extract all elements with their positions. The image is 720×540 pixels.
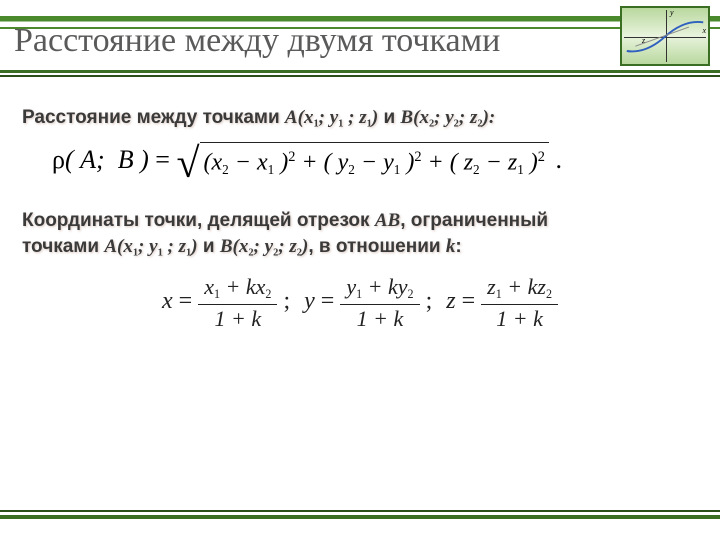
p1-B: B — [400, 107, 413, 128]
p1-Bcoords: (x2; y2; z2): — [413, 107, 495, 128]
p2-k: k — [446, 236, 456, 257]
fy-num: y1 + ky2 — [340, 274, 419, 304]
dist-B: B — [118, 145, 134, 175]
y1: y — [383, 149, 394, 175]
fx-var: x — [162, 289, 173, 315]
header-underline-1 — [0, 70, 720, 73]
p2-Bc: (x2; y2; z2) — [233, 236, 309, 257]
dist-A: A — [80, 145, 96, 175]
distance-formula: ρ( A; B ) = √ (x2 − x1 )2 + ( y2 − y1 )2… — [22, 142, 698, 178]
paragraph-2: Координаты точки, делящей отрезок AB, ог… — [22, 208, 698, 260]
z1s: 1 — [517, 162, 524, 177]
sqrt-body: (x2 − x1 )2 + ( y2 − y1 )2 + ( z2 − z1 )… — [200, 142, 549, 178]
p2-AB: AB — [375, 210, 400, 231]
fy-frac: y1 + ky2 1 + k — [340, 274, 419, 331]
y1s: 1 — [394, 162, 401, 177]
content-area: Расстояние между точками A(x1; y1 ; z1) … — [22, 105, 698, 358]
bottom-thin — [0, 510, 720, 512]
y2s: 2 — [348, 162, 355, 177]
fy-semi: ; — [426, 289, 433, 315]
fx-num: x1 + kx2 — [198, 274, 277, 304]
fx-frac: x1 + kx2 1 + k — [198, 274, 277, 331]
p2-l1a: Координаты точки, делящей отрезок — [22, 210, 375, 231]
lp: ( — [65, 145, 74, 175]
graph-curve — [622, 8, 708, 65]
z1: z — [508, 149, 517, 175]
p1: 2 — [288, 149, 295, 165]
bottom-bar — [0, 510, 720, 528]
fz: z = z1 + kz2 1 + k — [446, 274, 558, 331]
dist-semi: ; — [96, 145, 105, 175]
graph-z-label: z — [642, 36, 645, 45]
graph-x-label: x — [702, 26, 706, 35]
p2: 2 — [414, 149, 421, 165]
p2-l2b: , в отношении — [308, 236, 446, 257]
bottom-thick — [0, 515, 720, 519]
graph-y-label: y — [670, 8, 674, 17]
header-underline-2 — [0, 75, 720, 77]
fy: y = y1 + ky2 1 + k ; — [304, 274, 432, 331]
dist-dot: . — [555, 145, 562, 175]
corner-3d-graph: x y z — [620, 6, 710, 66]
p2-l1b: , ограниченный — [400, 210, 548, 231]
p2-A: A — [104, 236, 117, 257]
page-title: Расстояние между двумя точками — [14, 22, 500, 60]
fx-semi: ; — [283, 289, 290, 315]
fx-den: 1 + k — [209, 305, 268, 332]
p2-colon: : — [455, 236, 461, 257]
fraction-formulas: x = x1 + kx2 1 + k ; y = y1 + ky2 1 + k … — [22, 274, 698, 331]
fy-eq: = — [321, 289, 335, 315]
paragraph-1: Расстояние между точками A(x1; y1 ; z1) … — [22, 105, 698, 132]
p2-Ac: (x1; y1 ; z1) — [117, 236, 198, 257]
p2-l2a: точками — [22, 236, 104, 257]
fz-frac: z1 + kz2 1 + k — [481, 274, 558, 331]
fz-var: z — [446, 289, 455, 315]
fx: x = x1 + kx2 1 + k ; — [162, 274, 290, 331]
sqrt-sign: √ — [176, 148, 199, 184]
p1-prefix: Расстояние между точками — [22, 107, 285, 128]
fx-eq: = — [179, 289, 193, 315]
fz-num: z1 + kz2 — [481, 274, 558, 304]
sqrt: √ (x2 − x1 )2 + ( y2 − y1 )2 + ( z2 − z1… — [176, 142, 549, 178]
p1-Acoords: (x1; y1 ; z1) — [298, 107, 379, 128]
z2: z — [464, 149, 473, 175]
x1: x — [257, 149, 268, 175]
fy-den: 1 + k — [351, 305, 410, 332]
rho: ρ — [52, 145, 65, 175]
p2-mid: и — [198, 236, 220, 257]
y2: y — [338, 149, 349, 175]
x1s: 1 — [268, 162, 275, 177]
fy-var: y — [304, 289, 315, 315]
x2s: 2 — [222, 162, 229, 177]
rp: ) — [140, 145, 149, 175]
p1-A: A — [285, 107, 298, 128]
p1-mid: и — [378, 107, 400, 128]
p2-B: B — [220, 236, 233, 257]
dist-eq: = — [155, 145, 170, 175]
x2: x — [212, 149, 223, 175]
p3: 2 — [538, 149, 545, 165]
fz-den: 1 + k — [490, 305, 549, 332]
fz-eq: = — [462, 289, 476, 315]
z2s: 2 — [473, 162, 480, 177]
